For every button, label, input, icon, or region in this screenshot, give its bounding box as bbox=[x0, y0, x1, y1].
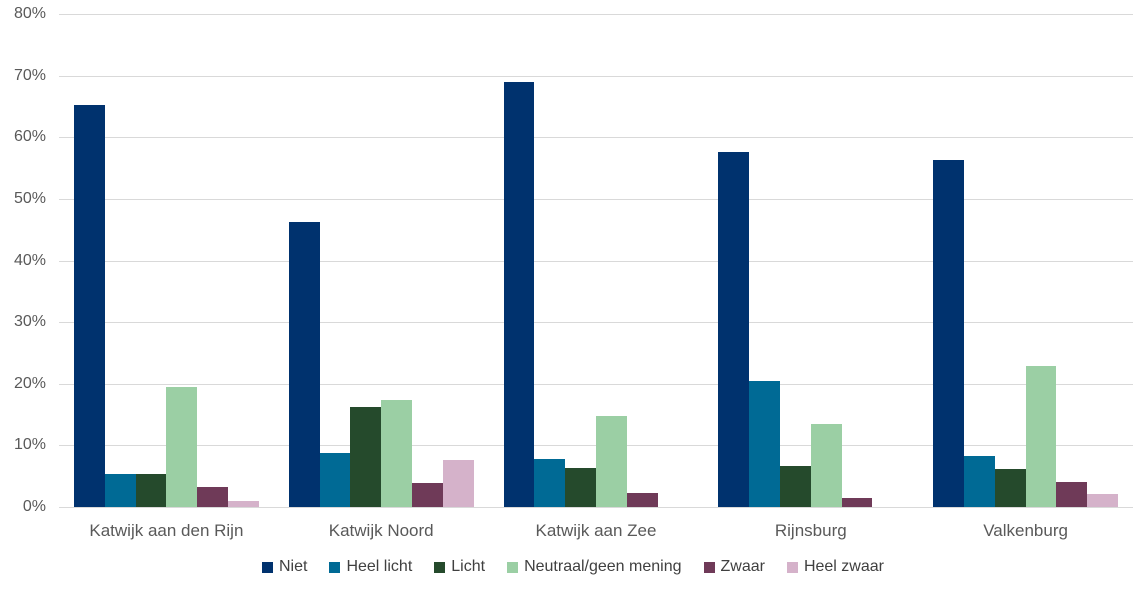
legend-item-zwaar: Zwaar bbox=[703, 558, 765, 576]
bar-niet-rijnsburg bbox=[718, 152, 750, 507]
gridline-80pct bbox=[59, 14, 1133, 15]
bar-heel-licht-katwijk-aan-zee bbox=[534, 458, 566, 507]
legend-item-heel-licht: Heel licht bbox=[329, 558, 412, 576]
gridline-0pct bbox=[59, 507, 1133, 508]
legend-item-neutraal-geen-mening: Neutraal/geen mening bbox=[507, 558, 682, 576]
legend-swatch-icon bbox=[262, 561, 273, 573]
y-axis-tick-label: 20% bbox=[13, 374, 46, 392]
legend-swatch-icon bbox=[434, 561, 446, 573]
x-axis-category-label: Katwijk aan den Rijn bbox=[89, 521, 244, 540]
bar-licht-rijnsburg bbox=[780, 465, 811, 507]
bar-niet-katwijk-aan-den-rijn bbox=[74, 105, 105, 507]
bar-neutraal-geen-mening-rijnsburg bbox=[810, 423, 842, 507]
y-axis-tick-label: 30% bbox=[13, 313, 46, 331]
legend: Niet Heel licht Licht Neutraal/geen mening Z… bbox=[0, 558, 1146, 576]
bar-heel-licht-katwijk-noord bbox=[319, 453, 351, 507]
x-axis-category-label: Valkenburg bbox=[983, 521, 1068, 540]
bar-heel-zwaar-valkenburg bbox=[1087, 494, 1118, 507]
y-axis-tick-label: 60% bbox=[13, 128, 46, 146]
gridline-60pct bbox=[59, 137, 1133, 139]
y-axis-tick-label: 40% bbox=[13, 251, 46, 269]
bar-licht-katwijk-aan-zee bbox=[565, 468, 596, 507]
legend-swatch-icon bbox=[507, 561, 519, 573]
bar-niet-katwijk-aan-zee bbox=[503, 81, 535, 507]
bar-licht-valkenburg bbox=[994, 468, 1026, 507]
bar-neutraal-geen-mening-katwijk-aan-den-rijn bbox=[166, 386, 198, 507]
y-axis-tick-label: 50% bbox=[13, 189, 46, 207]
legend-label: Licht bbox=[451, 558, 486, 575]
bar-zwaar-katwijk-noord bbox=[412, 482, 443, 507]
legend-item-licht: Licht bbox=[434, 558, 485, 576]
legend-item-niet: Niet bbox=[262, 558, 307, 576]
bar-heel-licht-katwijk-aan-den-rijn bbox=[104, 473, 136, 507]
bar-heel-zwaar-katwijk-noord bbox=[442, 459, 474, 507]
y-axis-tick-label: 70% bbox=[13, 66, 46, 84]
legend-item-heel-zwaar: Heel zwaar bbox=[786, 558, 884, 576]
bar-neutraal-geen-mening-katwijk-aan-zee bbox=[596, 416, 627, 507]
x-axis-category-label: Rijnsburg bbox=[774, 521, 847, 540]
gridline-20pct bbox=[59, 383, 1133, 385]
gridline-70pct bbox=[59, 75, 1133, 77]
gridline-50pct bbox=[59, 198, 1133, 200]
bar-zwaar-katwijk-aan-zee bbox=[626, 492, 658, 507]
x-axis-category-label: Katwijk aan Zee bbox=[535, 521, 657, 540]
x-axis-category-label: Katwijk Noord bbox=[328, 521, 434, 540]
bar-niet-katwijk-noord bbox=[288, 221, 320, 507]
legend-swatch-icon bbox=[329, 561, 341, 573]
y-axis-tick-label: 0% bbox=[22, 498, 46, 515]
bar-heel-licht-valkenburg bbox=[964, 455, 995, 507]
bar-heel-zwaar-katwijk-aan-den-rijn bbox=[228, 500, 259, 507]
gridline-40pct bbox=[59, 260, 1133, 262]
bar-neutraal-geen-mening-katwijk-noord bbox=[381, 400, 412, 507]
legend-label: Zwaar bbox=[720, 558, 765, 575]
bar-neutraal-geen-mening-valkenburg bbox=[1025, 366, 1057, 507]
bar-zwaar-katwijk-aan-den-rijn bbox=[197, 486, 228, 507]
bar-licht-katwijk-aan-den-rijn bbox=[135, 473, 167, 507]
y-axis-tick-label: 10% bbox=[13, 436, 46, 454]
legend-label: Niet bbox=[279, 558, 308, 575]
bar-zwaar-valkenburg bbox=[1056, 481, 1088, 507]
legend-label: Heel zwaar bbox=[803, 558, 884, 575]
bar-heel-licht-rijnsburg bbox=[749, 380, 780, 507]
bar-niet-valkenburg bbox=[933, 160, 964, 507]
legend-label: Neutraal/geen mening bbox=[524, 558, 682, 575]
bar-licht-katwijk-noord bbox=[350, 406, 382, 507]
legend-swatch-icon bbox=[786, 561, 798, 573]
legend-swatch-icon bbox=[703, 561, 715, 573]
gridline-30pct bbox=[59, 322, 1133, 324]
bar-zwaar-rijnsburg bbox=[841, 497, 873, 507]
legend-label: Heel licht bbox=[346, 558, 413, 575]
y-axis-tick-label: 80% bbox=[13, 5, 46, 22]
